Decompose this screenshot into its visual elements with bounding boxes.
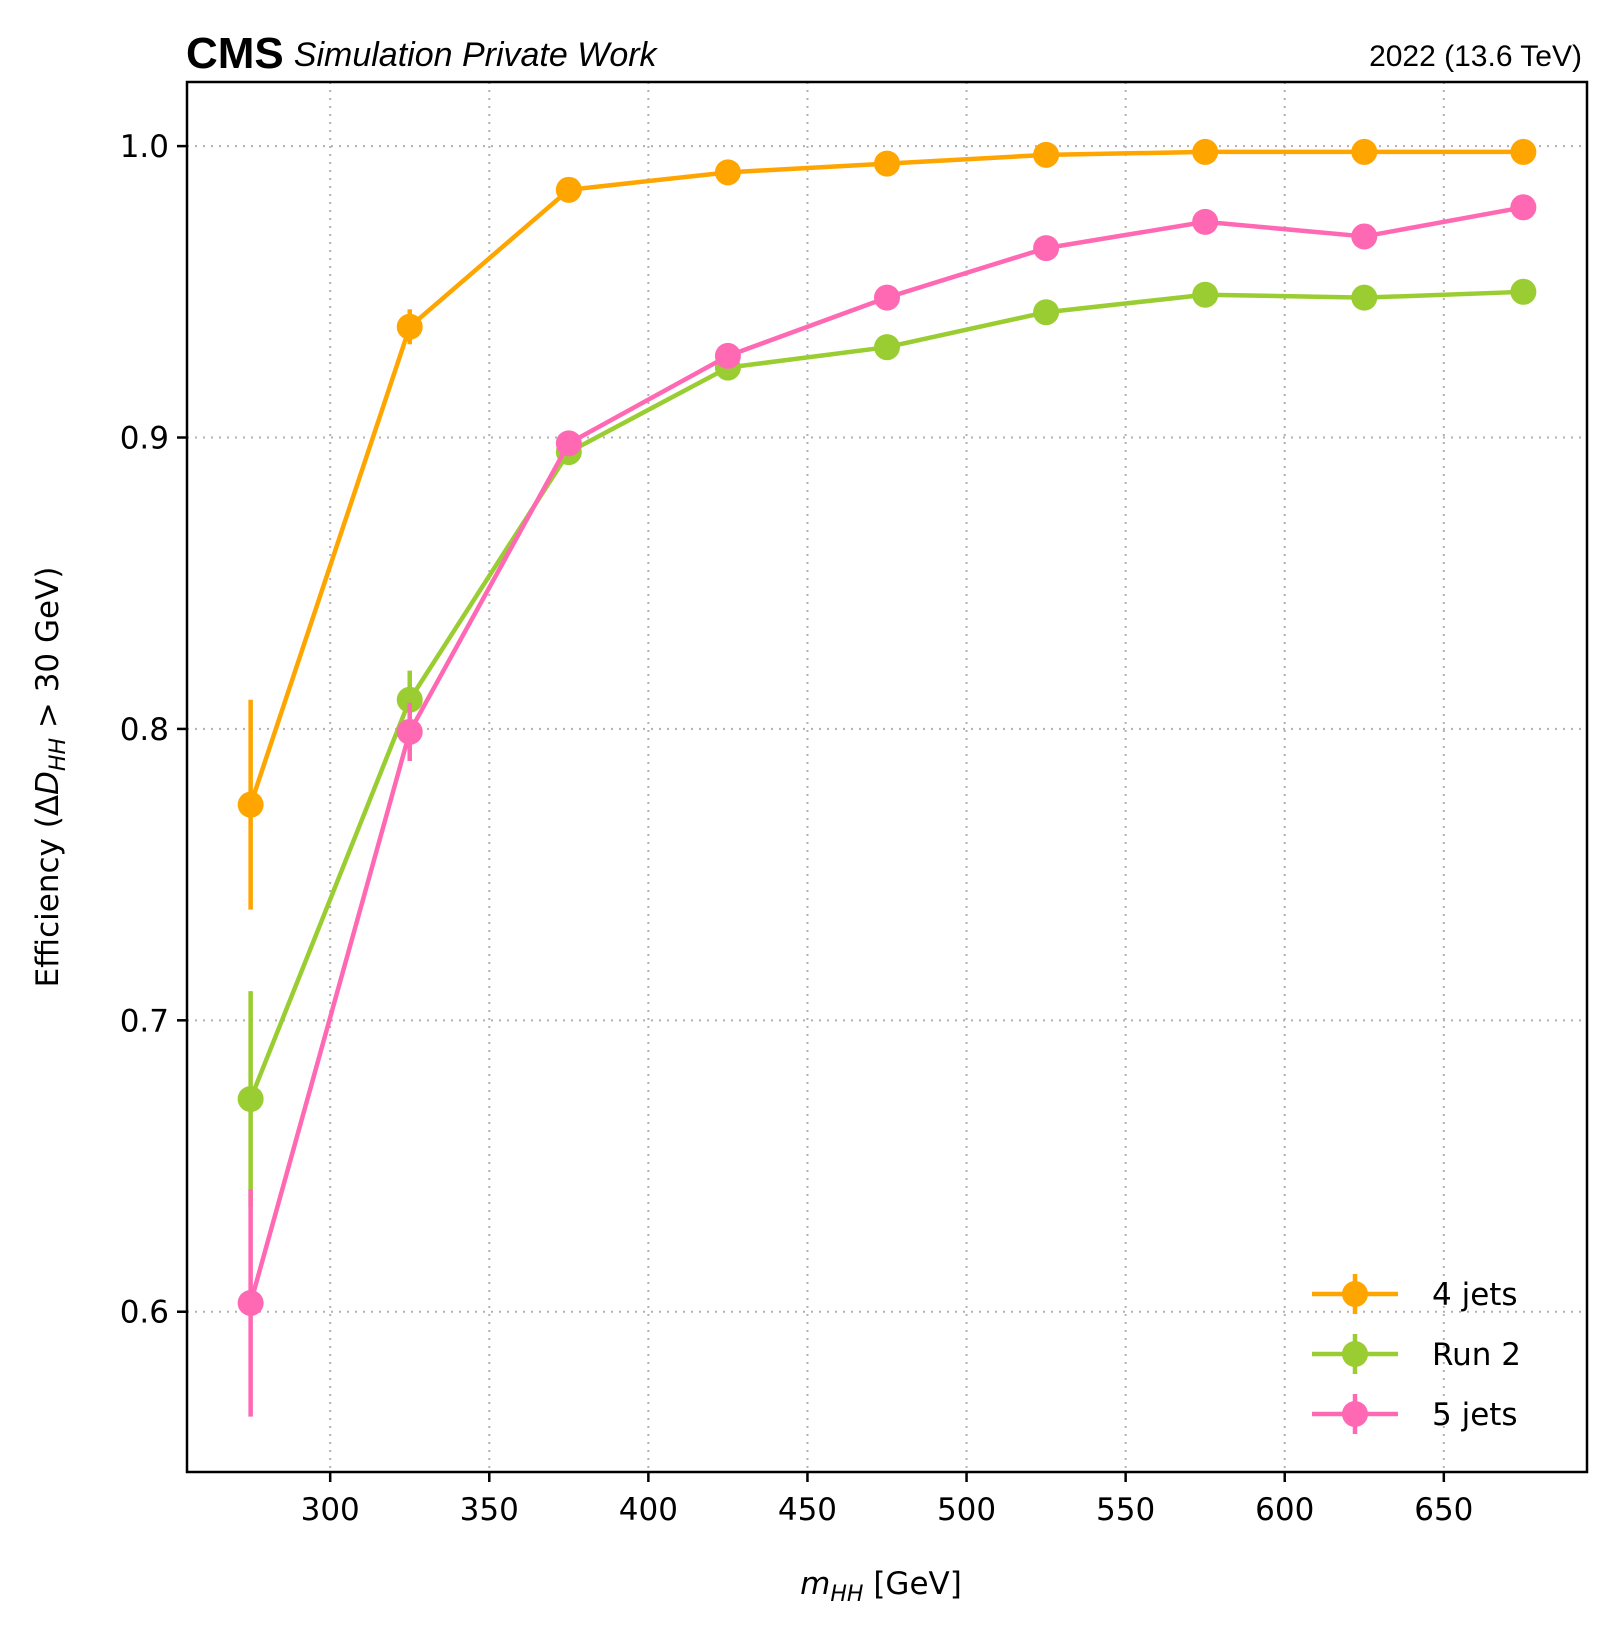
data-point xyxy=(714,342,741,369)
legend-marker xyxy=(1342,1341,1368,1367)
data-point xyxy=(237,1086,264,1113)
x-axis-label: mHH [GeV] xyxy=(800,1566,962,1607)
plot-frame xyxy=(185,80,1589,1474)
x-tick-label: 400 xyxy=(619,1492,678,1528)
data-point xyxy=(396,313,423,340)
series-run-2 xyxy=(237,278,1537,1207)
x-tick-label: 300 xyxy=(301,1492,360,1528)
lumi-label: 2022 (13.6 TeV) xyxy=(1369,40,1582,73)
legend-label: 4 jets xyxy=(1432,1277,1518,1313)
data-point xyxy=(874,150,900,177)
data-point xyxy=(1192,208,1219,235)
y-axis-label: Efficiency (ΔDHH > 30 GeV) xyxy=(30,567,71,988)
data-point xyxy=(1033,141,1060,168)
x-tick-label: 450 xyxy=(778,1492,837,1528)
data-point xyxy=(396,718,423,745)
data-point xyxy=(555,430,582,457)
data-point xyxy=(1510,138,1537,165)
experiment-label: CMS xyxy=(186,29,284,78)
y-tick-label: 1.0 xyxy=(120,129,169,165)
data-point xyxy=(1192,281,1219,308)
series-5-jets xyxy=(237,194,1537,1417)
x-tick-label: 350 xyxy=(460,1492,519,1528)
data-point xyxy=(1351,138,1378,165)
data-point xyxy=(714,159,741,186)
y-tick-label: 0.7 xyxy=(120,1003,169,1039)
y-tick-label: 0.8 xyxy=(120,712,169,748)
axes xyxy=(185,80,1589,1474)
data-point xyxy=(1192,138,1219,165)
legend-marker xyxy=(1342,1281,1368,1307)
data-point xyxy=(1033,299,1060,326)
x-tick-label: 650 xyxy=(1414,1492,1473,1528)
data-point xyxy=(1351,223,1378,250)
data-point xyxy=(237,1289,264,1316)
data-point xyxy=(874,334,900,361)
data-point xyxy=(1351,284,1378,311)
data-point xyxy=(396,686,423,713)
legend-label: 5 jets xyxy=(1432,1397,1518,1433)
axis-ticks: 300 350 400 450 500 550 600 650 0.6 0.7 0.8 0.9 1.0 xyxy=(120,129,1474,1528)
x-tick-label: 500 xyxy=(937,1492,996,1528)
y-tick-label: 0.6 xyxy=(120,1295,169,1331)
data-point xyxy=(1033,235,1060,262)
series-line xyxy=(248,149,1524,806)
data-series xyxy=(237,138,1537,1417)
x-tick-label: 600 xyxy=(1255,1492,1314,1528)
data-point xyxy=(1510,194,1537,221)
data-point xyxy=(555,176,582,203)
series-line xyxy=(248,205,1524,1304)
data-point xyxy=(1510,278,1537,305)
series-line xyxy=(248,289,1524,1100)
series-4-jets xyxy=(237,138,1537,910)
x-tick-label: 550 xyxy=(1096,1492,1155,1528)
chart-subtitle: Simulation Private Work xyxy=(294,36,659,74)
legend: 4 jets Run 2 5 jets xyxy=(1312,1274,1521,1434)
data-point xyxy=(237,791,264,818)
data-point xyxy=(874,284,900,311)
legend-label: Run 2 xyxy=(1432,1337,1521,1373)
legend-marker xyxy=(1342,1401,1368,1427)
y-tick-label: 0.9 xyxy=(120,421,169,457)
